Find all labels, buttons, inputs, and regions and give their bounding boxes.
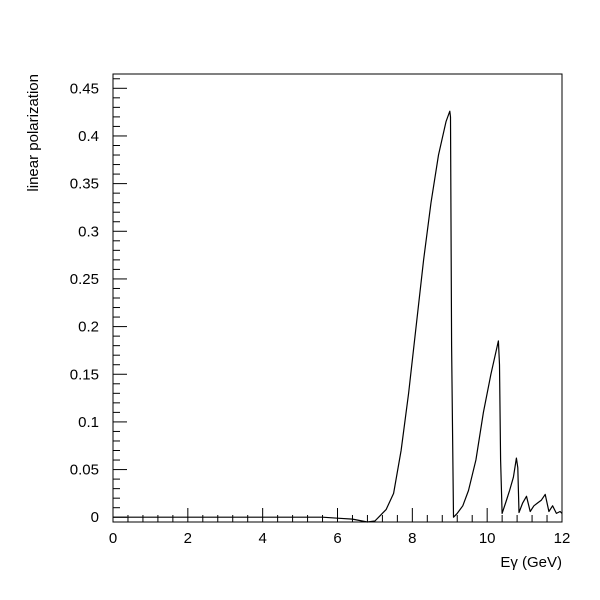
y-tick-label: 0.3 <box>78 223 99 240</box>
axis-ticks <box>112 78 563 522</box>
x-tick-label: 10 <box>479 530 496 547</box>
series-line <box>113 110 563 523</box>
y-axis-title: linear polarization <box>25 74 42 192</box>
x-tick-label: 8 <box>408 530 416 547</box>
y-tick-label: 0.25 <box>70 271 99 288</box>
x-tick-label: 2 <box>184 530 192 547</box>
y-tick-label: 0.45 <box>70 80 99 97</box>
y-tick-label: 0.15 <box>70 366 99 383</box>
x-tick-label: 12 <box>554 530 571 547</box>
y-tick-label: 0.05 <box>70 462 99 479</box>
y-tick-label: 0.1 <box>78 414 99 431</box>
x-axis-title: Eγ (GeV) <box>500 554 562 571</box>
x-tick-label: 6 <box>333 530 341 547</box>
x-tick-label: 0 <box>109 530 117 547</box>
x-tick-label: 4 <box>258 530 266 547</box>
plot-frame <box>112 73 563 523</box>
y-tick-label: 0.35 <box>70 176 99 193</box>
y-tick-label: 0.4 <box>78 128 99 145</box>
series-layer <box>113 110 563 523</box>
tick-labels: 0 2 4 6 8 10 12 0 0.05 0.1 0.15 0.2 0.25 0.3 0.35 0.4 0.… <box>70 80 571 547</box>
y-tick-label: 0 <box>91 509 99 526</box>
y-tick-label: 0.2 <box>78 319 99 336</box>
